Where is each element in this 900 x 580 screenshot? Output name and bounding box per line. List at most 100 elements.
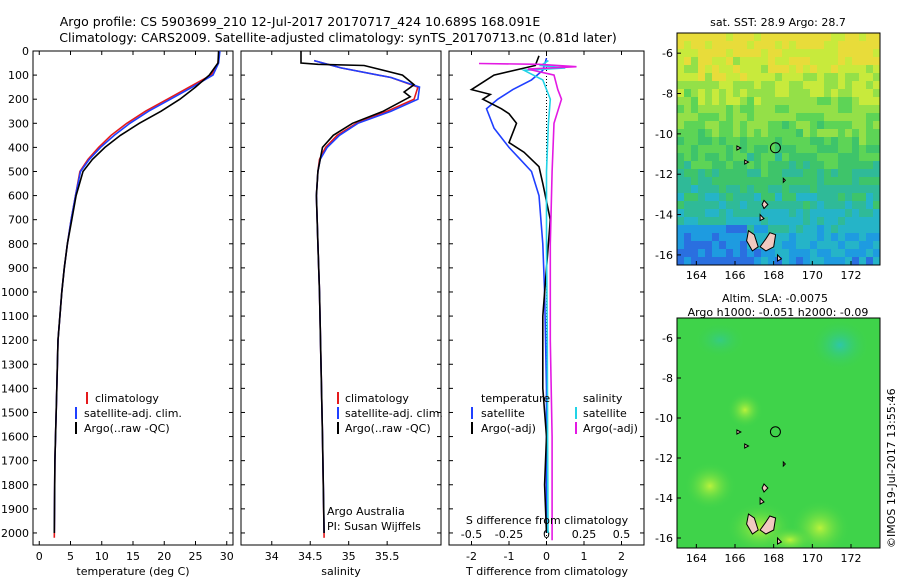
island	[782, 177, 787, 184]
salinity-xlabel: salinity	[321, 565, 361, 578]
sst-cell	[698, 97, 706, 106]
sst-cell	[782, 89, 790, 98]
sst-cell	[824, 177, 832, 186]
sst-cell	[740, 145, 748, 154]
sst-cell	[817, 177, 825, 186]
sst-cell	[838, 241, 846, 250]
sst-cell	[838, 233, 846, 242]
sst-cell	[712, 193, 720, 202]
sst-cell	[698, 49, 706, 58]
sst-cell	[873, 129, 880, 138]
sst-cell	[768, 73, 776, 82]
sst-cell	[866, 145, 874, 154]
sst-cell	[866, 209, 874, 218]
sst-cell	[768, 161, 776, 170]
salinity-legend: climatology satellite-adj. clim. Argo(..…	[337, 392, 443, 435]
sst-cell	[705, 249, 713, 258]
sst-cell	[873, 89, 880, 98]
map-x-tick-label: 168	[763, 552, 784, 565]
temperature-legend: climatology satellite-adj. clim. Argo(..…	[75, 392, 182, 435]
sst-cell	[754, 121, 762, 130]
t-difference-axis-ticks: -2 -1 0 1 2	[466, 51, 625, 563]
sst-cell	[775, 169, 783, 178]
sst-cell	[838, 129, 846, 138]
sst-cell	[768, 217, 776, 226]
sst-cell	[866, 105, 874, 114]
sst-cell	[852, 209, 860, 218]
sst-cell	[705, 241, 713, 250]
sst-cell	[719, 233, 727, 242]
sst-cell	[761, 57, 769, 66]
sst-cell	[810, 225, 818, 234]
depth-tick-label: 1500	[1, 406, 29, 419]
sst-cell	[782, 185, 790, 194]
annotation-pi: PI: Susan Wijffels	[327, 520, 421, 533]
depth-tick-label: 1700	[1, 455, 29, 468]
sst-cell	[803, 177, 811, 186]
sst-cell	[677, 257, 685, 265]
sst-cell	[824, 169, 832, 178]
sst-cell	[747, 81, 755, 90]
sst-cell	[852, 241, 860, 250]
sst-cell	[691, 33, 699, 42]
sst-cell	[712, 217, 720, 226]
sst-cell	[796, 225, 804, 234]
x-tick-label: 2	[618, 550, 625, 563]
sst-cell	[726, 169, 734, 178]
sst-cell	[719, 137, 727, 146]
sst-cell	[726, 217, 734, 226]
sst-cell	[775, 153, 783, 162]
sst-cell	[810, 233, 818, 242]
sst-cell	[705, 137, 713, 146]
sst-cell	[796, 137, 804, 146]
sst-cell	[747, 89, 755, 98]
sst-cell	[789, 113, 797, 122]
map-y-tick-label: -6	[662, 332, 673, 345]
sst-cell	[775, 201, 783, 210]
sst-cell	[747, 41, 755, 50]
sst-cell	[810, 145, 818, 154]
sst-cell	[705, 73, 713, 82]
sst-cell	[691, 193, 699, 202]
sst-cell	[845, 217, 853, 226]
difference-legend: temperature salinity satellite Argo(-adj…	[471, 392, 638, 435]
sst-cell	[789, 233, 797, 242]
sst-cell	[859, 89, 867, 98]
x-tick-label: 1	[581, 550, 588, 563]
sst-cell	[726, 97, 734, 106]
sst-cell	[684, 233, 692, 242]
sst-cell	[810, 185, 818, 194]
sst-cell	[796, 105, 804, 114]
sst-cell	[824, 121, 832, 130]
sst-cell	[740, 257, 748, 265]
sst-cell	[866, 153, 874, 162]
sst-cell	[754, 233, 762, 242]
legend-label-temp-satellite: satellite	[481, 407, 525, 420]
sst-cell	[677, 153, 685, 162]
sst-cell	[845, 225, 853, 234]
sst-cell	[852, 233, 860, 242]
sst-cell	[775, 161, 783, 170]
sst-cell	[754, 113, 762, 122]
sst-cell	[859, 145, 867, 154]
sst-cell	[684, 105, 692, 114]
sst-cell	[845, 257, 853, 265]
sst-cell	[684, 209, 692, 218]
sst-cell	[782, 49, 790, 58]
sst-cell	[775, 73, 783, 82]
sst-cell	[824, 49, 832, 58]
sst-cell	[747, 129, 755, 138]
sst-cell	[859, 257, 867, 265]
sst-cell	[796, 249, 804, 258]
sst-cell	[789, 89, 797, 98]
sst-cell	[740, 225, 748, 234]
sst-cell	[796, 89, 804, 98]
sst-cell	[740, 97, 748, 106]
sst-cell	[817, 249, 825, 258]
sst-cell	[754, 145, 762, 154]
sst-cell	[852, 145, 860, 154]
sst-cell	[733, 41, 741, 50]
sst-cell	[803, 217, 811, 226]
map-y-tick-label: -14	[655, 492, 673, 505]
sst-cell	[859, 209, 867, 218]
